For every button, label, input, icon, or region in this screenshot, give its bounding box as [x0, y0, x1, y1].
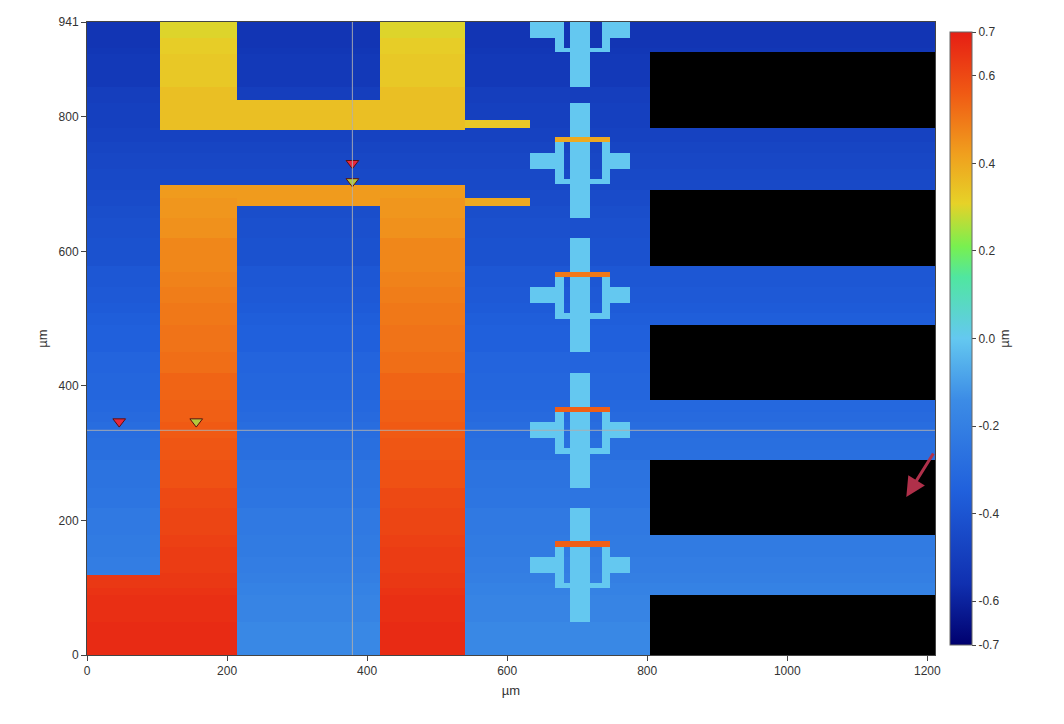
svg-text:0.7: 0.7 [978, 25, 995, 39]
svg-text:-0.7: -0.7 [978, 638, 999, 652]
svg-text:200: 200 [59, 514, 79, 528]
svg-text:µm: µm [997, 329, 1012, 347]
svg-text:1000: 1000 [774, 664, 801, 678]
svg-text:800: 800 [637, 664, 657, 678]
svg-text:1200: 1200 [914, 664, 941, 678]
svg-text:0.6: 0.6 [978, 69, 995, 83]
svg-text:400: 400 [357, 664, 377, 678]
svg-text:941: 941 [59, 15, 79, 29]
svg-text:600: 600 [497, 664, 517, 678]
svg-text:200: 200 [217, 664, 237, 678]
svg-text:-0.2: -0.2 [978, 419, 999, 433]
svg-text:0.2: 0.2 [978, 244, 995, 258]
svg-text:µm: µm [35, 329, 50, 347]
svg-text:600: 600 [59, 245, 79, 259]
svg-text:800: 800 [59, 110, 79, 124]
svg-text:µm: µm [502, 683, 520, 698]
svg-text:400: 400 [59, 379, 79, 393]
svg-text:0.0: 0.0 [978, 332, 995, 346]
svg-text:0: 0 [84, 664, 91, 678]
svg-text:-0.6: -0.6 [978, 594, 999, 608]
svg-text:0.4: 0.4 [978, 157, 995, 171]
svg-text:-0.4: -0.4 [978, 507, 999, 521]
svg-text:0: 0 [72, 648, 79, 662]
